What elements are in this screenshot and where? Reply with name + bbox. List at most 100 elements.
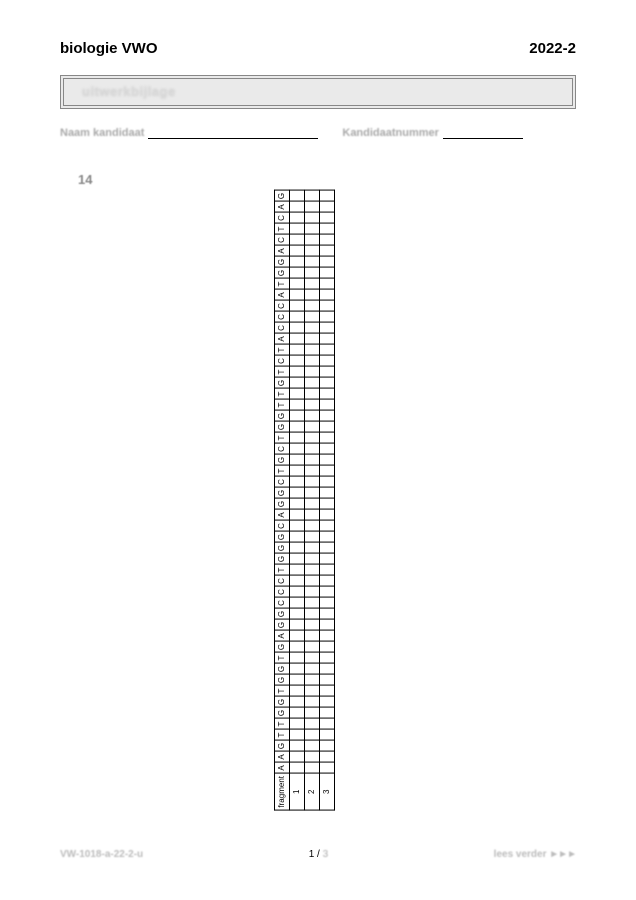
answer-cell[interactable] [320,730,335,741]
answer-cell[interactable] [290,246,305,257]
answer-cell[interactable] [290,444,305,455]
answer-cell[interactable] [305,488,320,499]
answer-cell[interactable] [320,642,335,653]
answer-cell[interactable] [305,576,320,587]
answer-cell[interactable] [320,246,335,257]
answer-cell[interactable] [320,510,335,521]
answer-cell[interactable] [290,752,305,763]
answer-cell[interactable] [305,213,320,224]
answer-cell[interactable] [290,400,305,411]
answer-cell[interactable] [320,686,335,697]
answer-cell[interactable] [305,499,320,510]
answer-cell[interactable] [320,235,335,246]
answer-cell[interactable] [320,191,335,202]
answer-cell[interactable] [320,323,335,334]
answer-cell[interactable] [290,323,305,334]
answer-cell[interactable] [290,554,305,565]
answer-cell[interactable] [305,268,320,279]
answer-cell[interactable] [320,466,335,477]
answer-cell[interactable] [320,664,335,675]
name-line[interactable] [148,127,318,139]
answer-cell[interactable] [290,543,305,554]
answer-cell[interactable] [305,334,320,345]
answer-cell[interactable] [290,257,305,268]
answer-cell[interactable] [305,323,320,334]
answer-cell[interactable] [305,554,320,565]
answer-cell[interactable] [290,576,305,587]
answer-cell[interactable] [305,202,320,213]
answer-cell[interactable] [320,488,335,499]
answer-cell[interactable] [305,752,320,763]
answer-cell[interactable] [320,609,335,620]
answer-cell[interactable] [320,554,335,565]
answer-cell[interactable] [290,763,305,774]
answer-cell[interactable] [305,686,320,697]
answer-cell[interactable] [290,202,305,213]
answer-cell[interactable] [320,411,335,422]
answer-cell[interactable] [320,752,335,763]
answer-cell[interactable] [290,620,305,631]
answer-cell[interactable] [305,356,320,367]
answer-cell[interactable] [320,433,335,444]
answer-cell[interactable] [305,411,320,422]
answer-cell[interactable] [290,334,305,345]
answer-cell[interactable] [305,664,320,675]
answer-cell[interactable] [290,697,305,708]
answer-cell[interactable] [305,510,320,521]
answer-cell[interactable] [290,642,305,653]
answer-cell[interactable] [305,642,320,653]
answer-cell[interactable] [320,345,335,356]
answer-cell[interactable] [305,444,320,455]
answer-cell[interactable] [320,224,335,235]
answer-cell[interactable] [290,488,305,499]
answer-cell[interactable] [305,433,320,444]
answer-cell[interactable] [305,598,320,609]
answer-cell[interactable] [290,719,305,730]
answer-cell[interactable] [290,345,305,356]
answer-cell[interactable] [290,609,305,620]
answer-cell[interactable] [320,202,335,213]
answer-cell[interactable] [290,686,305,697]
answer-cell[interactable] [320,697,335,708]
answer-cell[interactable] [305,345,320,356]
answer-cell[interactable] [290,191,305,202]
answer-cell[interactable] [320,389,335,400]
answer-cell[interactable] [305,400,320,411]
answer-cell[interactable] [290,290,305,301]
answer-cell[interactable] [290,433,305,444]
answer-cell[interactable] [305,290,320,301]
answer-cell[interactable] [305,675,320,686]
answer-cell[interactable] [320,532,335,543]
answer-cell[interactable] [320,741,335,752]
answer-cell[interactable] [290,301,305,312]
answer-cell[interactable] [305,378,320,389]
answer-cell[interactable] [320,719,335,730]
answer-cell[interactable] [290,565,305,576]
answer-cell[interactable] [320,444,335,455]
answer-cell[interactable] [305,257,320,268]
answer-cell[interactable] [290,521,305,532]
answer-cell[interactable] [305,191,320,202]
answer-cell[interactable] [305,609,320,620]
answer-cell[interactable] [320,279,335,290]
answer-cell[interactable] [320,576,335,587]
answer-cell[interactable] [290,378,305,389]
answer-cell[interactable] [305,719,320,730]
answer-cell[interactable] [290,532,305,543]
answer-cell[interactable] [305,708,320,719]
answer-cell[interactable] [290,422,305,433]
answer-cell[interactable] [320,499,335,510]
answer-cell[interactable] [320,257,335,268]
answer-cell[interactable] [290,367,305,378]
answer-cell[interactable] [320,422,335,433]
answer-cell[interactable] [290,268,305,279]
answer-cell[interactable] [305,620,320,631]
answer-cell[interactable] [290,631,305,642]
answer-cell[interactable] [320,708,335,719]
answer-cell[interactable] [305,246,320,257]
answer-cell[interactable] [305,532,320,543]
answer-cell[interactable] [290,598,305,609]
answer-cell[interactable] [320,334,335,345]
answer-cell[interactable] [290,389,305,400]
answer-cell[interactable] [320,378,335,389]
